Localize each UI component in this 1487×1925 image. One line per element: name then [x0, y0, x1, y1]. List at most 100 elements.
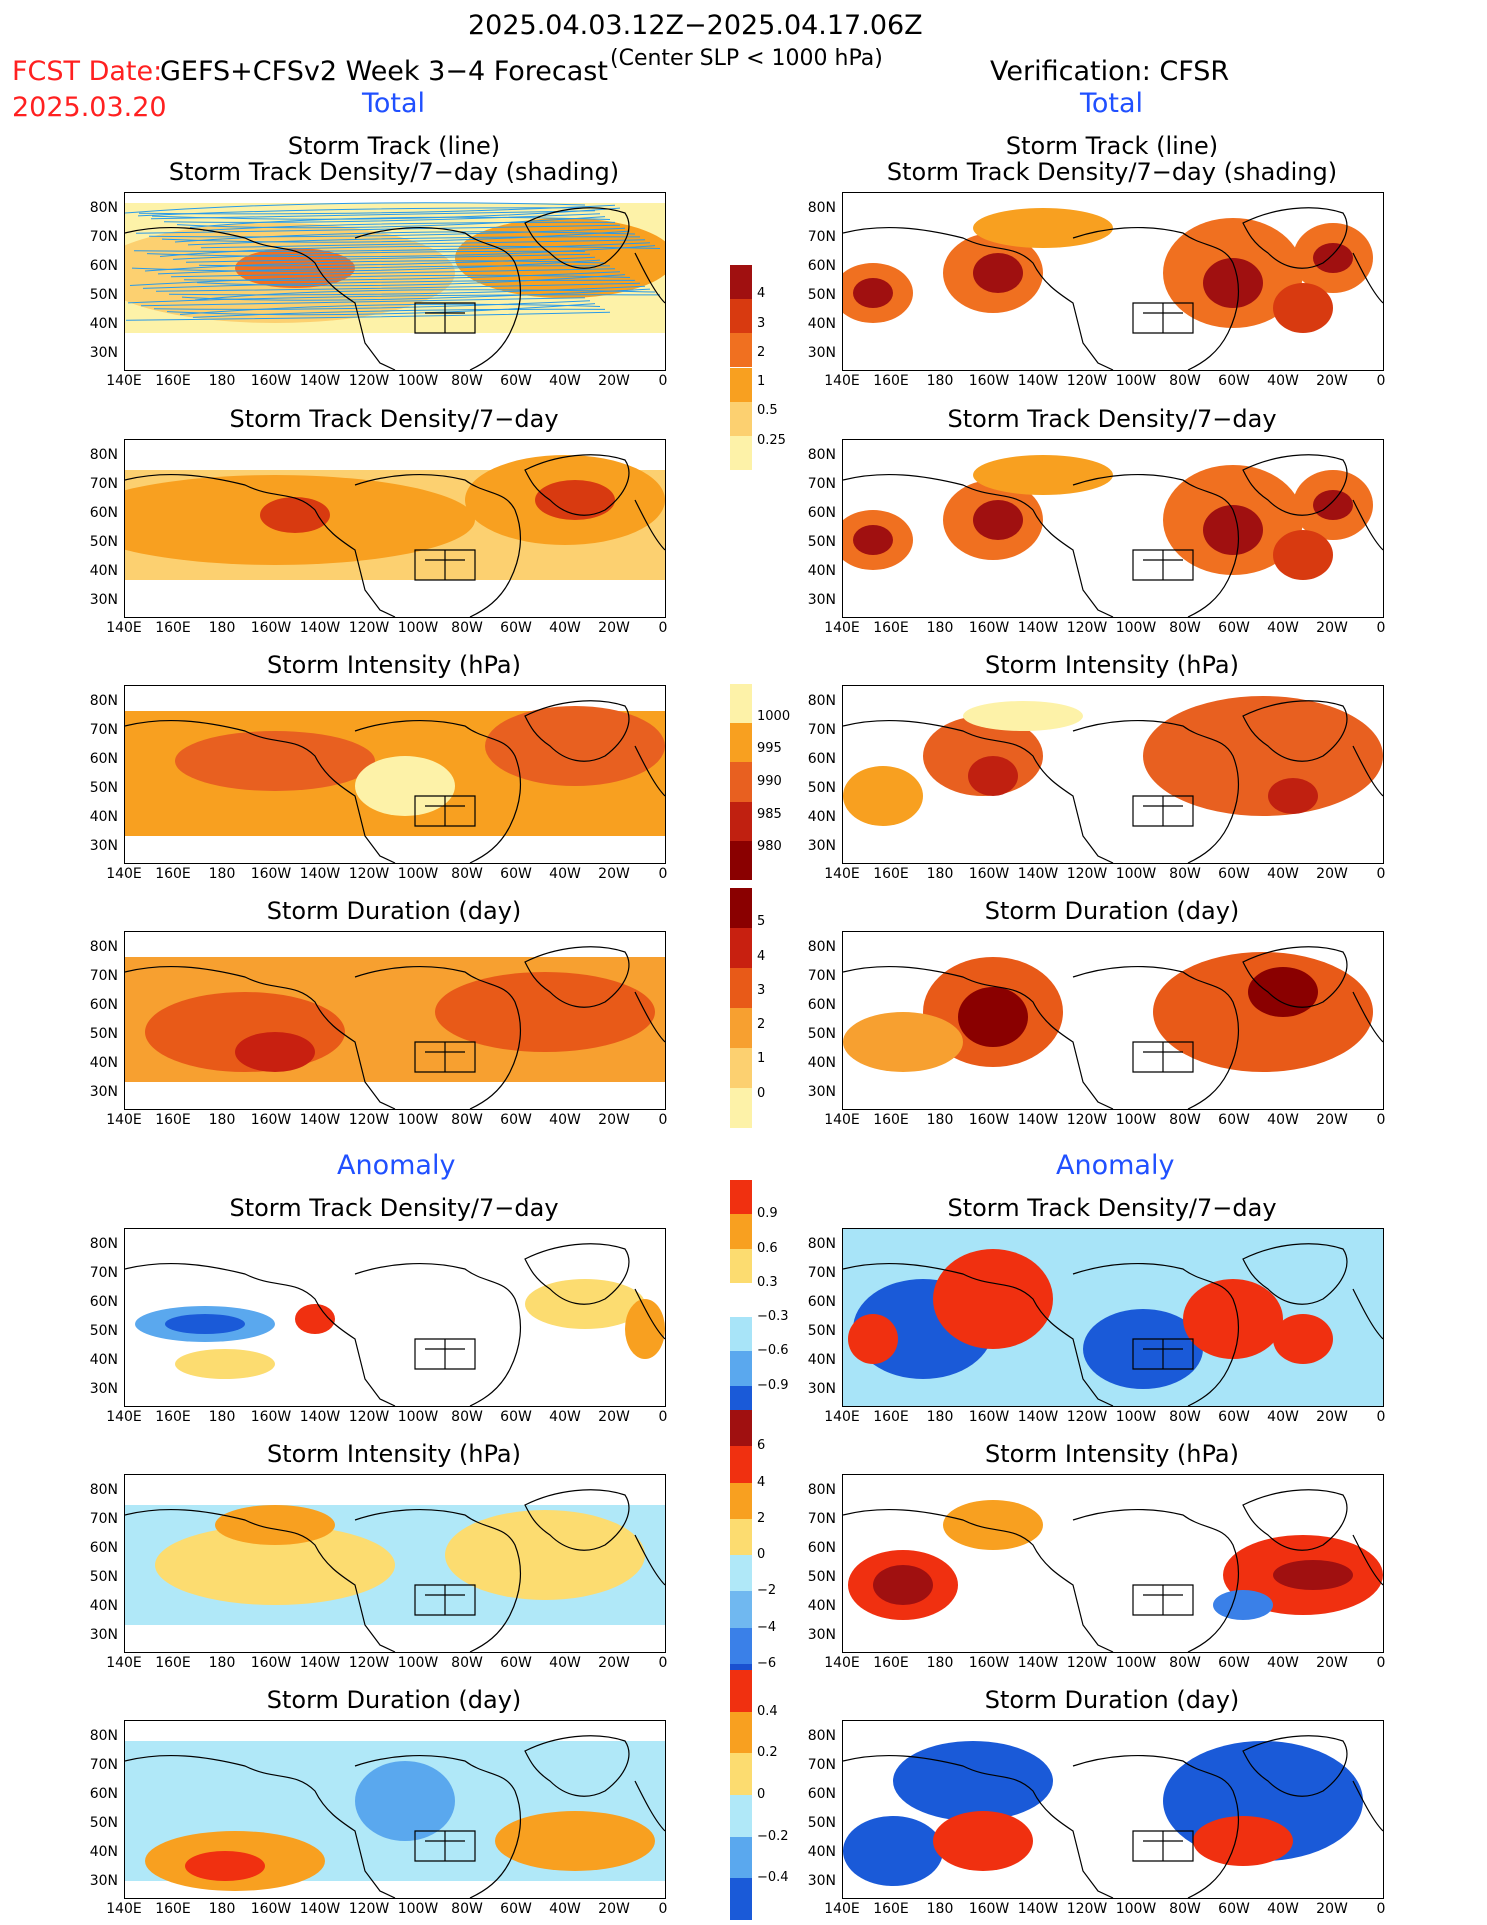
lon-tick-label: 0 [1376, 1409, 1386, 1425]
lon-tick-label: 0 [658, 1655, 668, 1671]
lon-tick-label: 140E [106, 1655, 142, 1671]
lat-tick-label: 70N [89, 1757, 118, 1773]
colorbar-label: 0.9 [757, 1206, 778, 1222]
lat-tick-label: 30N [807, 838, 836, 854]
lon-tick-label: 80W [451, 1901, 483, 1917]
colorbar-swatch [730, 1446, 752, 1483]
colorbar-label: −0.4 [757, 1870, 789, 1886]
colorbar-label: 3 [757, 982, 766, 998]
map-panel-aint-obs-right [842, 1474, 1384, 1653]
colorbar-swatch [730, 1008, 752, 1048]
lon-tick-label: 120W [1066, 1655, 1108, 1671]
lon-tick-label: 60W [500, 1901, 532, 1917]
lat-tick-label: 60N [89, 258, 118, 274]
lon-tick-label: 160W [968, 373, 1010, 389]
lon-tick-label: 20W [598, 866, 630, 882]
lat-tick-label: 50N [89, 534, 118, 550]
lon-tick-label: 140W [1017, 866, 1059, 882]
colorbar-swatch [730, 1410, 752, 1447]
lon-tick-label: 180 [208, 1112, 236, 1128]
lon-tick-label: 40W [1267, 373, 1299, 389]
colorbar-label: 0.2 [757, 1745, 778, 1761]
map-shading [843, 696, 1383, 863]
colorbar-label: 2 [757, 1017, 766, 1033]
lat-tick-label: 30N [807, 1627, 836, 1643]
lon-tick-label: 60W [500, 1409, 532, 1425]
lon-tick-label: 120W [1066, 1409, 1108, 1425]
lat-tick-label: 80N [89, 693, 118, 709]
colorbar-swatch [730, 801, 752, 841]
lon-tick-label: 140E [106, 373, 142, 389]
lat-tick-label: 40N [807, 316, 836, 332]
lon-tick-label: 160E [873, 1112, 909, 1128]
lon-tick-label: 20W [1316, 1901, 1348, 1917]
lon-tick-label: 140E [106, 1112, 142, 1128]
lon-tick-label: 60W [1218, 620, 1250, 636]
map-shading [843, 1735, 1383, 1898]
lon-tick-label: 20W [1316, 1409, 1348, 1425]
map-panel-adens-fc-left [124, 1228, 666, 1407]
lon-tick-label: 140W [299, 620, 341, 636]
colorbar-swatch [730, 1627, 752, 1664]
lon-tick-label: 180 [208, 1655, 236, 1671]
lon-tick-label: 120W [348, 866, 390, 882]
map-panel-dur-fc-left [124, 931, 666, 1110]
lat-tick-label: 70N [89, 1511, 118, 1527]
map-panel-adur-obs-right [842, 1720, 1384, 1899]
lat-tick-label: 80N [807, 447, 836, 463]
lon-tick-label: 0 [1376, 1112, 1386, 1128]
title-density-right: Storm Track Density/7−day [947, 405, 1277, 433]
title-track-shading-left: Storm Track Density/7−day (shading) [168, 158, 620, 186]
lat-tick-label: 80N [89, 447, 118, 463]
map-shading [125, 454, 665, 617]
colorbar-label: 0.5 [757, 403, 778, 419]
lat-tick-label: 50N [807, 287, 836, 303]
map-shading [125, 946, 665, 1109]
lat-tick-label: 30N [89, 1627, 118, 1643]
map-shading [843, 207, 1383, 370]
lon-tick-label: 160E [873, 866, 909, 882]
colorbar-label: 980 [757, 839, 782, 855]
lat-tick-label: 60N [89, 1294, 118, 1310]
lon-tick-label: 80W [451, 1409, 483, 1425]
colorbar-swatch [730, 265, 752, 300]
lon-tick-label: 60W [500, 866, 532, 882]
lon-tick-label: 160W [250, 373, 292, 389]
lon-tick-label: 20W [598, 1655, 630, 1671]
lat-tick-label: 30N [807, 1873, 836, 1889]
map-panel-dens-obs-right [842, 439, 1384, 618]
lat-tick-label: 70N [807, 1265, 836, 1281]
lon-tick-label: 120W [1066, 620, 1108, 636]
lon-tick-label: 80W [451, 866, 483, 882]
lon-tick-label: 0 [1376, 373, 1386, 389]
lon-tick-label: 120W [1066, 373, 1108, 389]
lon-tick-label: 160W [968, 866, 1010, 882]
colorbar-swatch [730, 1214, 752, 1249]
lon-tick-label: 140W [299, 1655, 341, 1671]
section-anomaly-left: Anomaly [337, 1150, 456, 1181]
lat-tick-label: 30N [807, 1381, 836, 1397]
lon-tick-label: 100W [1115, 866, 1157, 882]
map-panel-dens-obs-right [842, 192, 1384, 371]
lon-tick-label: 140E [824, 1112, 860, 1128]
colorbar-swatch [730, 968, 752, 1008]
lon-tick-label: 180 [926, 1655, 954, 1671]
lon-tick-label: 80W [1169, 1655, 1201, 1671]
lon-tick-label: 140E [824, 1655, 860, 1671]
lat-tick-label: 30N [89, 592, 118, 608]
lon-tick-label: 180 [926, 620, 954, 636]
criterion-label: (Center SLP < 1000 hPa) [610, 46, 883, 71]
lon-tick-label: 80W [1169, 1901, 1201, 1917]
colorbar-swatch [730, 1591, 752, 1628]
lat-tick-label: 50N [807, 1323, 836, 1339]
lat-tick-label: 50N [807, 1815, 836, 1831]
lon-tick-label: 120W [348, 373, 390, 389]
lon-tick-label: 60W [1218, 1409, 1250, 1425]
lon-tick-label: 80W [1169, 1112, 1201, 1128]
lon-tick-label: 180 [208, 866, 236, 882]
colorbar-swatch [730, 723, 752, 763]
colorbar-label: −2 [757, 1583, 777, 1599]
colorbar-swatch [730, 1711, 752, 1754]
lon-tick-label: 120W [348, 620, 390, 636]
colorbar-label: −0.6 [757, 1343, 789, 1359]
